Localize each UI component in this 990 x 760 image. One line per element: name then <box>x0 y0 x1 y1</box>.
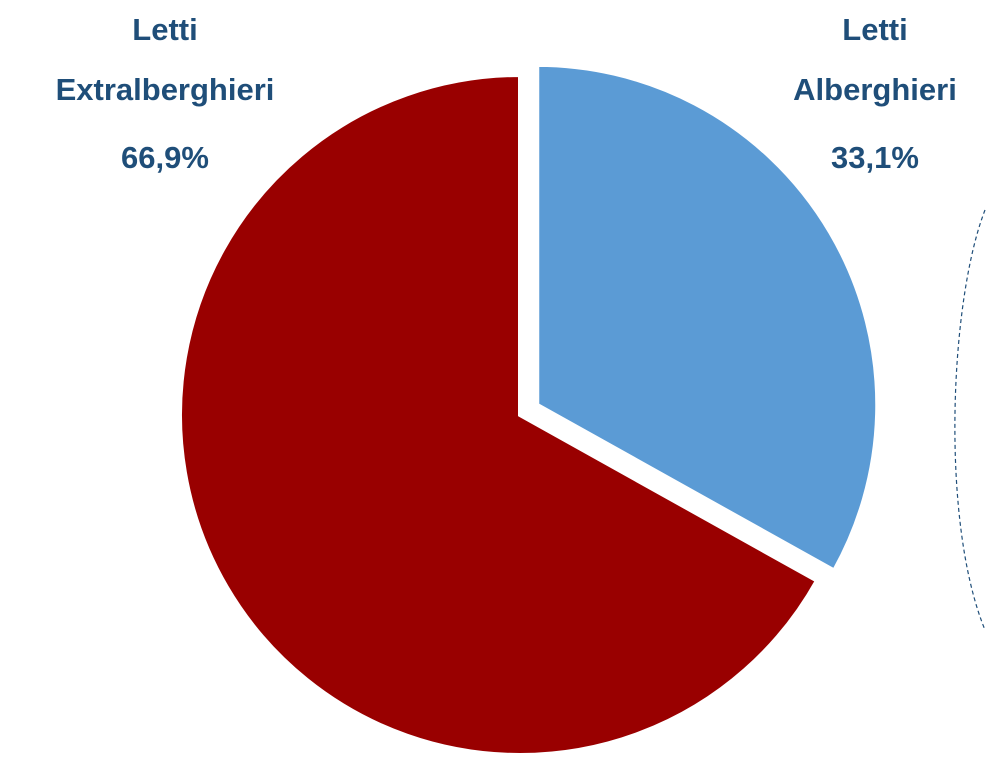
slice-label: Letti Alberghieri <box>793 12 957 107</box>
pie-slice <box>178 72 820 757</box>
value-label: 66,9% <box>121 140 209 175</box>
slice-label: Letti Extralberghieri <box>55 12 275 107</box>
decoration-curve <box>954 209 986 631</box>
pie-slice <box>535 62 880 574</box>
value-label: 33,1% <box>831 140 919 175</box>
